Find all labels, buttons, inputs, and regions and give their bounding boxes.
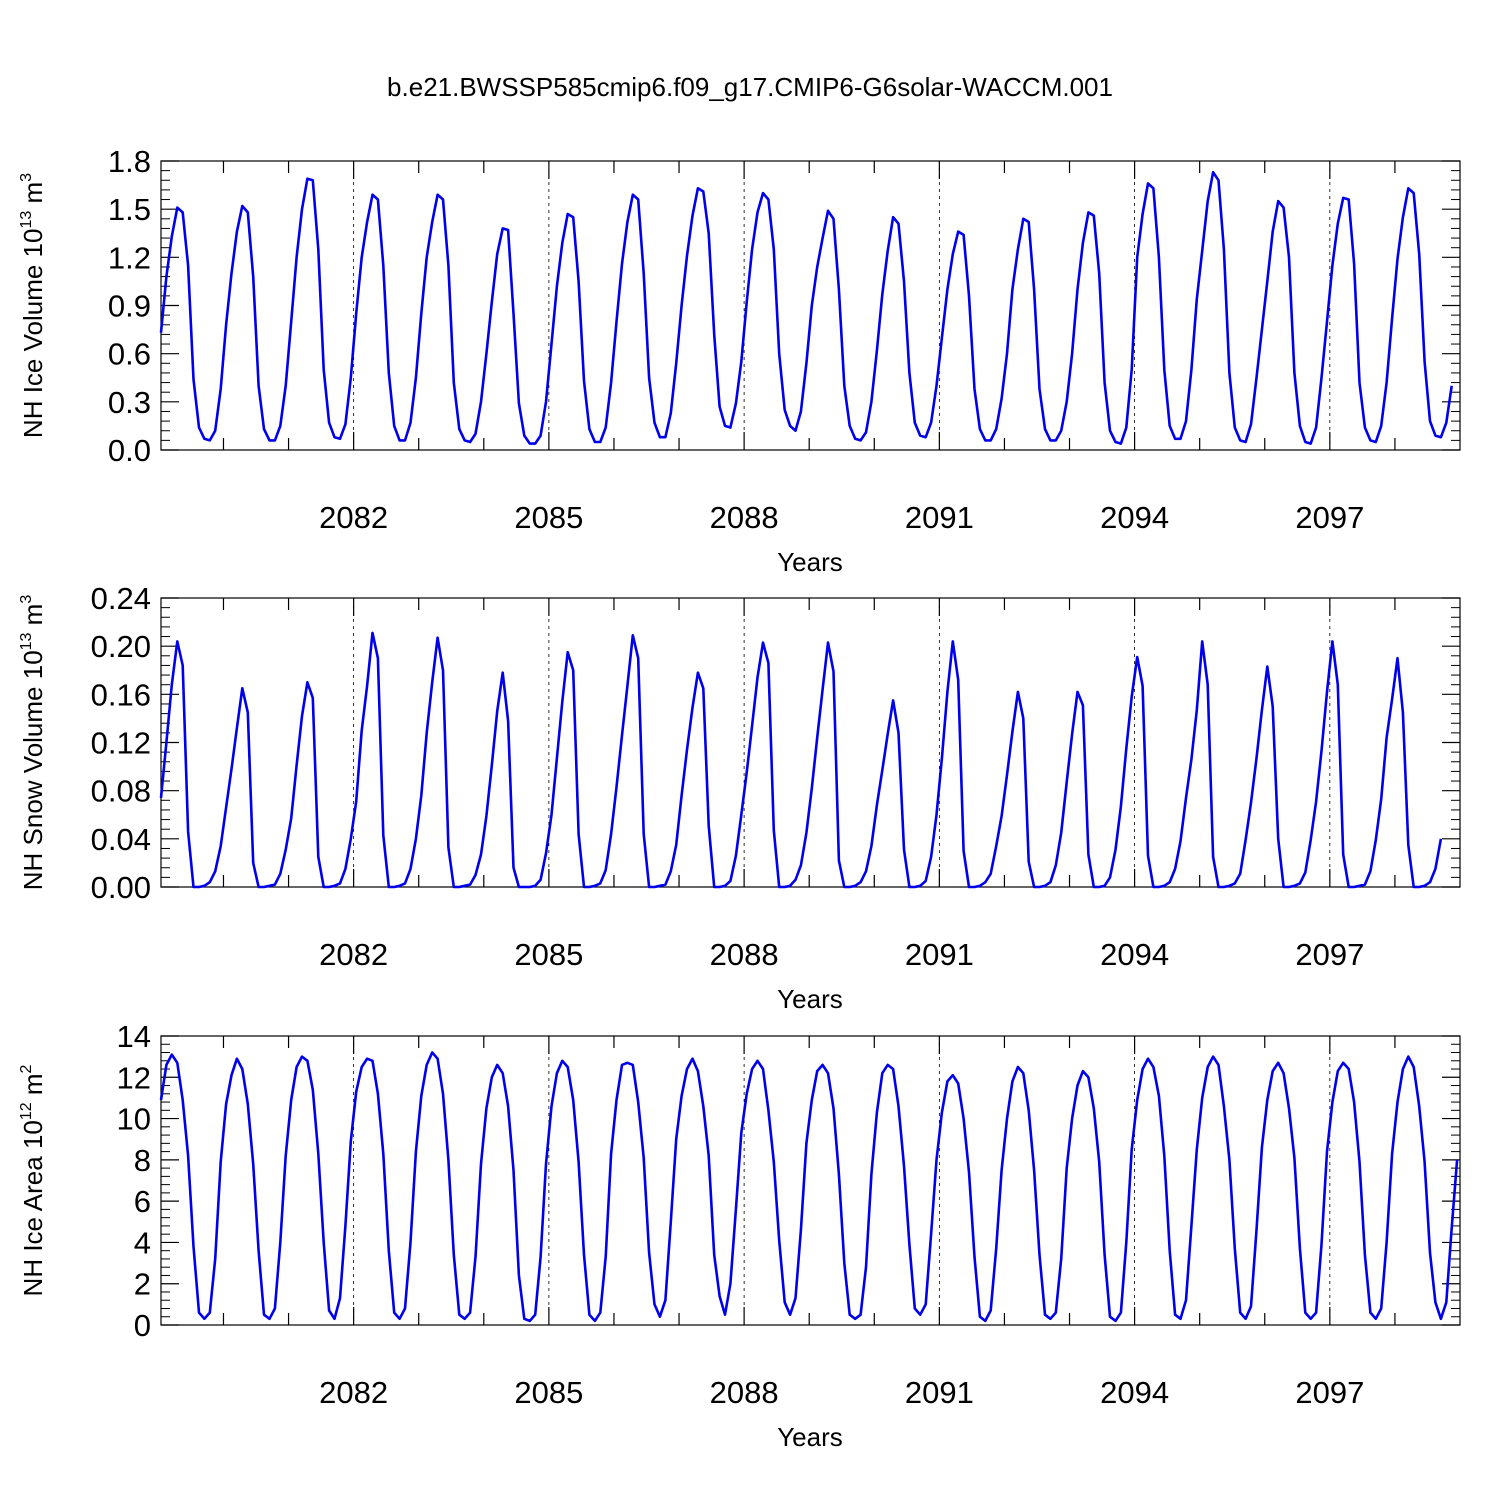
- x-tick-label: 2088: [710, 500, 779, 535]
- panel-3: 0 2 4 6 8 10 12 14 2082 2085 2088 2091 2094 2097 Years…: [18, 1019, 1461, 1452]
- y-tick-label: 2: [134, 1267, 151, 1302]
- panel-2: 0.00 0.04 0.08 0.12 0.16 0.20 0.24 2082 2085 2088…: [18, 581, 1461, 1014]
- y-tick-label: 0.12: [91, 726, 151, 761]
- x-tick-label: 2082: [319, 500, 388, 535]
- y-tick-label: 0: [134, 1308, 151, 1343]
- y-tick-label: 0.6: [108, 337, 151, 372]
- y-tick-label: 6: [134, 1184, 151, 1219]
- x-tick-label: 2091: [905, 1375, 974, 1410]
- panel-1: 0.0 0.3 0.6 0.9 1.2 1.5 1.8 2082 2085 2088 2091 209…: [18, 144, 1461, 577]
- y-tick-label: 0.0: [108, 433, 151, 468]
- x-tick-label: 2085: [514, 500, 583, 535]
- y-tick-label: 1.5: [108, 192, 151, 227]
- x-tick-label: 2091: [905, 500, 974, 535]
- y-tick-label: 0.24: [91, 581, 151, 616]
- x-tick-label: 2082: [319, 937, 388, 972]
- x-tick-label: 2082: [319, 1375, 388, 1410]
- y-axis-label: NH Snow Volume 1013 m3: [18, 595, 48, 891]
- y-tick-label: 0.3: [108, 385, 151, 420]
- y-tick-label: 1.8: [108, 144, 151, 179]
- x-tick-label: 2094: [1100, 1375, 1169, 1410]
- x-tick-label: 2085: [514, 937, 583, 972]
- x-tick-label: 2097: [1295, 500, 1364, 535]
- data-line: [159, 631, 1443, 889]
- y-tick-label: 1.2: [108, 240, 151, 275]
- x-tick-label: 2097: [1295, 1375, 1364, 1410]
- y-tick-label: 8: [134, 1143, 151, 1178]
- plot-frame: [160, 597, 1461, 888]
- y-tick-label: 0.00: [91, 870, 151, 905]
- data-line: [159, 170, 1453, 445]
- y-axis-label: NH Ice Area 1012 m2: [18, 1064, 48, 1296]
- x-axis-label: Years: [777, 1422, 843, 1452]
- y-tick-label: 0.04: [91, 822, 151, 857]
- x-tick-label: 2094: [1100, 937, 1169, 972]
- y-tick-label: 0.20: [91, 629, 151, 664]
- x-tick-label: 2094: [1100, 500, 1169, 535]
- x-tick-label: 2091: [905, 937, 974, 972]
- plot-frame: [160, 1035, 1461, 1326]
- x-axis-label: Years: [777, 547, 843, 577]
- x-tick-label: 2088: [710, 937, 779, 972]
- figure-title: b.e21.BWSSP585cmip6.f09_g17.CMIP6-G6sola…: [387, 72, 1113, 102]
- y-axis-label: NH Ice Volume 1013 m3: [18, 173, 48, 438]
- x-tick-label: 2085: [514, 1375, 583, 1410]
- x-tick-label: 2097: [1295, 937, 1364, 972]
- x-tick-label: 2088: [710, 1375, 779, 1410]
- x-axis-label: Years: [777, 984, 843, 1014]
- y-tick-label: 12: [117, 1060, 151, 1095]
- y-tick-label: 4: [134, 1225, 151, 1260]
- y-tick-label: 0.9: [108, 289, 151, 324]
- y-tick-label: 10: [117, 1102, 151, 1137]
- y-tick-label: 14: [117, 1019, 151, 1054]
- data-line: [159, 1051, 1459, 1323]
- y-tick-label: 0.16: [91, 677, 151, 712]
- y-tick-label: 0.08: [91, 774, 151, 809]
